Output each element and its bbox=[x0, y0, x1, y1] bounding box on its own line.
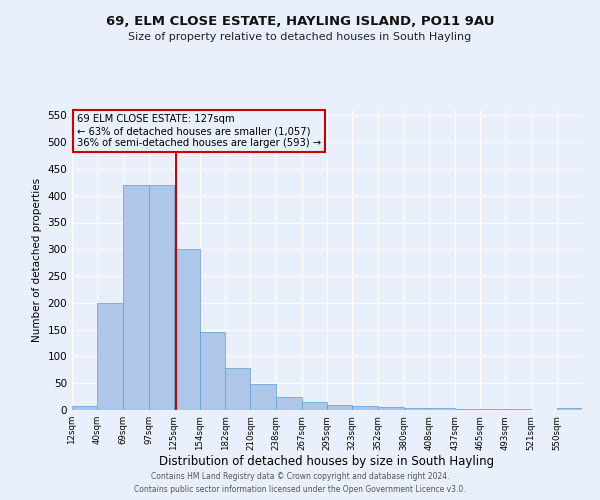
Bar bbox=[124, 185, 149, 410]
Bar bbox=[275, 396, 302, 410]
Bar bbox=[72, 406, 97, 410]
Y-axis label: Number of detached properties: Number of detached properties bbox=[32, 178, 42, 342]
X-axis label: Distribution of detached houses by size in South Hayling: Distribution of detached houses by size … bbox=[160, 456, 494, 468]
Bar bbox=[225, 368, 250, 410]
Text: 69 ELM CLOSE ESTATE: 127sqm
← 63% of detached houses are smaller (1,057)
36% of : 69 ELM CLOSE ESTATE: 127sqm ← 63% of det… bbox=[77, 114, 321, 148]
Text: Contains HM Land Registry data © Crown copyright and database right 2024.: Contains HM Land Registry data © Crown c… bbox=[151, 472, 449, 481]
Bar bbox=[174, 250, 200, 410]
Text: Contains public sector information licensed under the Open Government Licence v3: Contains public sector information licen… bbox=[134, 485, 466, 494]
Bar bbox=[404, 408, 429, 410]
Bar bbox=[302, 402, 327, 410]
Bar bbox=[429, 408, 455, 410]
Bar bbox=[352, 406, 379, 410]
Bar bbox=[250, 384, 275, 410]
Bar bbox=[200, 332, 225, 410]
Text: 69, ELM CLOSE ESTATE, HAYLING ISLAND, PO11 9AU: 69, ELM CLOSE ESTATE, HAYLING ISLAND, PO… bbox=[106, 15, 494, 28]
Bar bbox=[327, 404, 352, 410]
Bar bbox=[557, 408, 582, 410]
Bar bbox=[97, 303, 124, 410]
Bar bbox=[379, 408, 404, 410]
Text: Size of property relative to detached houses in South Hayling: Size of property relative to detached ho… bbox=[128, 32, 472, 42]
Bar bbox=[149, 185, 174, 410]
Bar bbox=[455, 409, 480, 410]
